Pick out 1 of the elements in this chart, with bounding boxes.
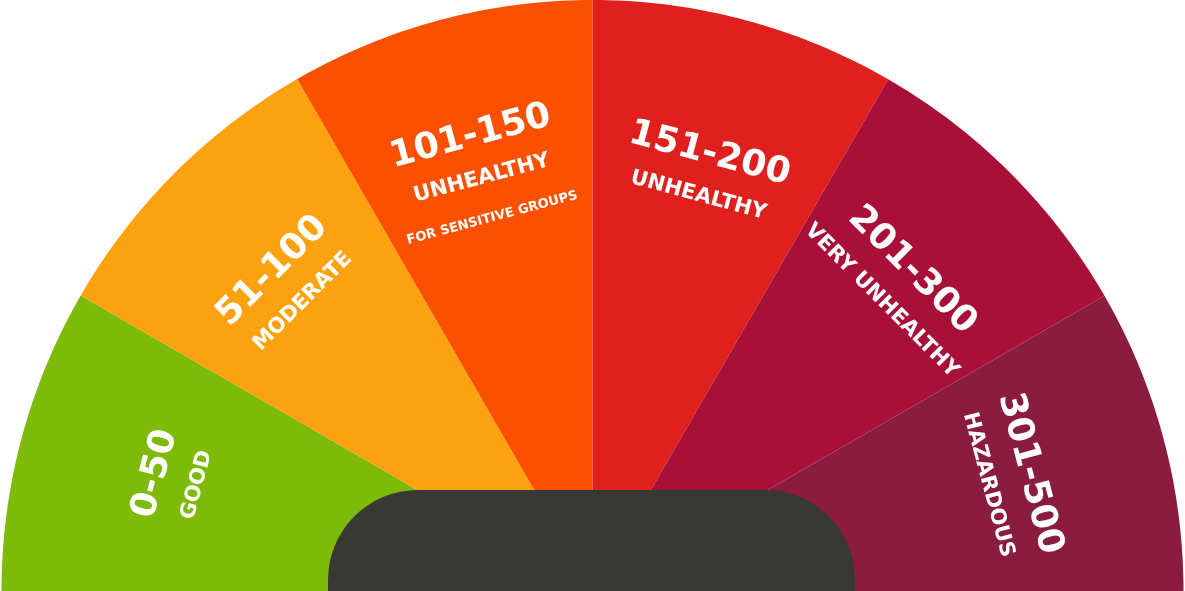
slice-label: 0-50 GOOD [120,424,217,522]
